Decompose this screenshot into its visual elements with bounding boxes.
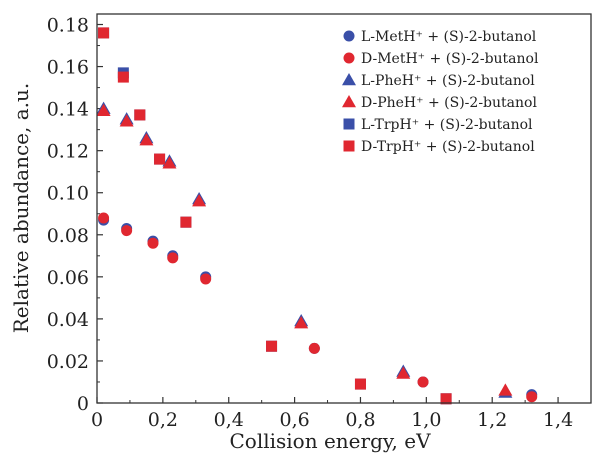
data-point (167, 252, 179, 264)
legend-item: L-TrpH⁺ + (S)-2-butanol (343, 117, 533, 133)
x-tick-label: 1,4 (543, 409, 573, 431)
y-tick-label: 0.10 (47, 183, 89, 205)
legend-marker (343, 140, 355, 152)
series-2 (98, 212, 538, 403)
data-point (119, 114, 134, 127)
x-tick-label: 0,4 (214, 409, 244, 431)
data-point (96, 103, 111, 116)
series-4 (96, 103, 513, 396)
x-axis-label: Collision energy, eV (229, 429, 431, 453)
legend-marker (343, 30, 355, 42)
legend-item: D-PheH⁺ + (S)-2-butanol (342, 95, 537, 111)
x-tick-label: 0,8 (345, 409, 375, 431)
data-point (139, 133, 154, 146)
data-point (526, 391, 538, 403)
legend-marker (342, 95, 356, 108)
data-point (134, 109, 146, 121)
data-marks (96, 27, 538, 405)
data-point (147, 237, 159, 249)
data-point (154, 153, 166, 165)
legend-item: L-MetH⁺ + (S)-2-butanol (343, 29, 537, 45)
series-6 (98, 27, 452, 405)
y-tick-label: 0 (77, 393, 89, 415)
legend-marker (343, 52, 355, 64)
data-point (308, 342, 320, 354)
data-point (180, 216, 192, 228)
x-tick-labels: 0 0,2 0,4 0,6 0,8 1,0 1,2 1,4 (91, 409, 573, 431)
legend-marker (343, 118, 355, 130)
data-point (121, 225, 133, 237)
data-point (192, 194, 207, 207)
data-point (98, 212, 110, 224)
data-point (498, 383, 513, 396)
legend-item: D-TrpH⁺ + (S)-2-butanol (343, 139, 535, 155)
data-point (417, 376, 429, 388)
data-point (162, 156, 177, 169)
legend-marker (342, 73, 356, 86)
legend: L-MetH⁺ + (S)-2-butanol D-MetH⁺ + (S)-2-b… (342, 29, 539, 155)
legend-label: D-TrpH⁺ + (S)-2-butanol (361, 139, 535, 155)
data-point (396, 366, 411, 379)
y-tick-label: 0.06 (47, 267, 89, 289)
data-point (117, 71, 129, 83)
x-tick-label: 0 (91, 409, 103, 431)
data-point (354, 378, 366, 390)
legend-label: L-PheH⁺ + (S)-2-butanol (361, 73, 535, 89)
y-tick-label: 0.02 (47, 351, 89, 373)
legend-item: L-PheH⁺ + (S)-2-butanol (342, 73, 535, 89)
series-1 (98, 214, 538, 401)
y-tick-label: 0.12 (47, 141, 89, 163)
legend-label: D-PheH⁺ + (S)-2-butanol (361, 95, 537, 111)
data-point (294, 316, 309, 329)
legend-label: L-MetH⁺ + (S)-2-butanol (361, 29, 537, 45)
data-point (440, 393, 452, 405)
legend-label: D-MetH⁺ + (S)-2-butanol (361, 51, 539, 67)
y-tick-label: 0.18 (47, 15, 89, 37)
x-tick-label: 0,2 (148, 409, 178, 431)
legend-item: D-MetH⁺ + (S)-2-butanol (343, 51, 539, 67)
y-tick-label: 0.14 (47, 99, 89, 121)
y-tick-label: 0.08 (47, 225, 89, 247)
y-tick-label: 0.16 (47, 57, 89, 79)
x-tick-label: 1,2 (477, 409, 507, 431)
data-point (266, 340, 278, 352)
y-axis-label: Relative abundance, a.u. (9, 83, 33, 334)
y-tick-label: 0.04 (47, 309, 89, 331)
legend-label: L-TrpH⁺ + (S)-2-butanol (361, 117, 533, 133)
data-point (200, 273, 212, 285)
x-tick-label: 0,6 (279, 409, 309, 431)
y-tick-labels: 0 0.02 0.04 0.06 0.08 0.10 0.12 0.14 0.16 0.18 (47, 15, 89, 415)
x-tick-label: 1,0 (411, 409, 441, 431)
data-point (98, 27, 110, 39)
plot-frame (96, 13, 592, 404)
